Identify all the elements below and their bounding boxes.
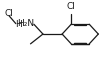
Text: H: H	[15, 20, 21, 29]
Text: Cl: Cl	[66, 2, 75, 11]
Text: H₂N: H₂N	[17, 19, 34, 28]
Text: Cl: Cl	[4, 9, 13, 18]
